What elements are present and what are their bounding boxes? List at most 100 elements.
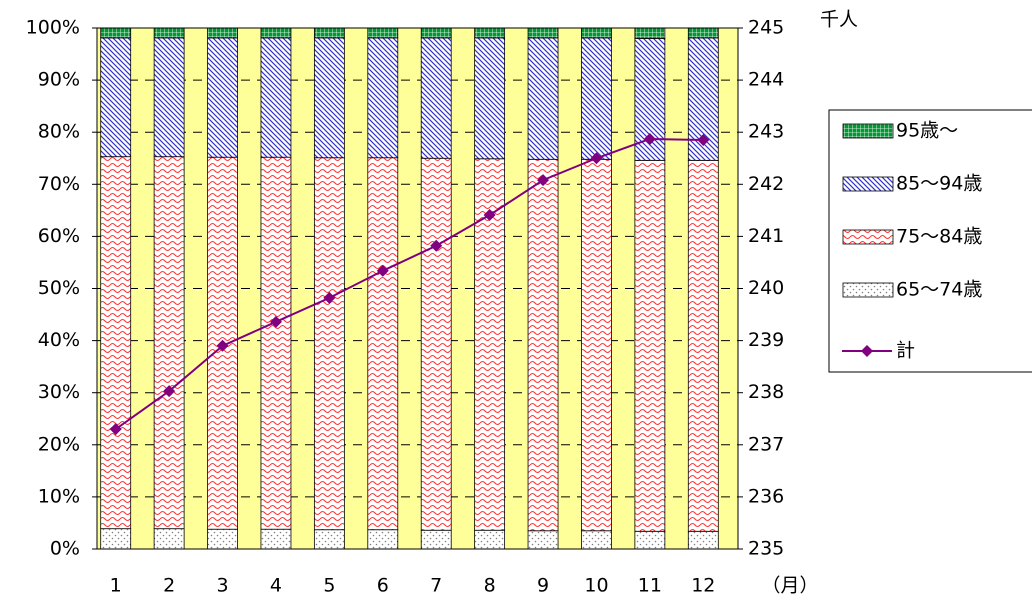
bar-segment bbox=[313, 529, 345, 550]
bar-segment bbox=[367, 37, 399, 159]
bar-segment bbox=[581, 27, 612, 39]
bar-segment bbox=[313, 37, 345, 159]
bar-segment bbox=[153, 37, 185, 158]
y-tick-label: 30% bbox=[38, 381, 80, 403]
bar-segment bbox=[474, 529, 506, 550]
line-marker bbox=[163, 385, 176, 398]
line-marker bbox=[323, 291, 336, 304]
bar-segment bbox=[581, 37, 612, 160]
bar-segment bbox=[153, 27, 185, 39]
line-series bbox=[115, 137, 704, 430]
y-tick-label: 0% bbox=[50, 538, 80, 560]
y2-tick-label: 238 bbox=[748, 381, 784, 403]
bar-segment bbox=[100, 37, 132, 158]
x-tick-label: 1 bbox=[110, 575, 122, 597]
bar-segment bbox=[420, 37, 452, 159]
legend-label: 85～94歳 bbox=[896, 173, 982, 195]
line-marker bbox=[430, 239, 443, 252]
x-tick-label: 6 bbox=[377, 575, 389, 597]
line-marker bbox=[643, 132, 656, 145]
legend-label: 95歳～ bbox=[896, 120, 958, 142]
x-tick-label: 2 bbox=[163, 575, 175, 597]
x-tick-label: 10 bbox=[584, 575, 608, 597]
y-tick-label: 10% bbox=[38, 485, 80, 507]
bar-segment bbox=[634, 530, 666, 550]
bar-segment bbox=[100, 156, 132, 530]
y2-tick-label: 235 bbox=[748, 538, 784, 560]
x-tick-label: 7 bbox=[430, 575, 442, 597]
y2-tick-label: 240 bbox=[748, 277, 784, 299]
line-marker bbox=[537, 174, 550, 187]
y-tick-label: 100% bbox=[26, 17, 80, 39]
bar-segment bbox=[313, 157, 345, 531]
bar-segment bbox=[153, 528, 185, 550]
x-tick-label: 8 bbox=[484, 575, 496, 597]
bar-segment bbox=[527, 27, 559, 39]
legend-swatch bbox=[842, 282, 894, 298]
y-tick-label: 20% bbox=[38, 433, 80, 455]
y2-tick-label: 245 bbox=[748, 17, 784, 39]
y-tick-label: 70% bbox=[38, 173, 80, 195]
legend-marker bbox=[861, 345, 873, 357]
bar-segment bbox=[367, 529, 399, 550]
bar-segment bbox=[527, 37, 559, 160]
x-tick-label: 9 bbox=[537, 575, 549, 597]
bar-segment bbox=[420, 529, 452, 550]
bar-segment bbox=[420, 27, 452, 39]
bar-segment bbox=[634, 159, 666, 532]
legend-label: 計 bbox=[896, 340, 915, 362]
legend-swatch bbox=[842, 123, 894, 139]
y-tick-label: 80% bbox=[38, 121, 80, 143]
line-marker bbox=[590, 152, 603, 165]
y2-tick-label: 241 bbox=[748, 225, 784, 247]
y-tick-label: 60% bbox=[38, 225, 80, 247]
x-tick-label: 4 bbox=[270, 575, 282, 597]
x-tick-label: 3 bbox=[216, 575, 228, 597]
line-marker bbox=[216, 339, 229, 352]
y-tick-label: 40% bbox=[38, 329, 80, 351]
bar-segment bbox=[581, 530, 612, 550]
line-marker bbox=[697, 134, 710, 147]
bar-segment bbox=[634, 27, 666, 39]
bar-segment bbox=[367, 157, 399, 531]
y-tick-label: 90% bbox=[38, 69, 80, 91]
bar-segment bbox=[474, 27, 506, 39]
bar-segment bbox=[420, 157, 452, 531]
bar-segment bbox=[527, 530, 559, 550]
bar-segment bbox=[474, 37, 506, 160]
bar-segment bbox=[260, 27, 292, 39]
x-tick-label: 11 bbox=[638, 575, 662, 597]
bar-segment bbox=[687, 530, 719, 550]
bar-segment bbox=[687, 159, 719, 532]
y2-tick-label: 242 bbox=[748, 173, 784, 195]
bar-segment bbox=[100, 528, 132, 550]
bar-segment bbox=[207, 528, 238, 550]
legend-label: 65～74歳 bbox=[896, 279, 982, 301]
legend-swatch bbox=[842, 229, 894, 245]
line-marker bbox=[109, 423, 122, 436]
bar-segment bbox=[527, 158, 559, 532]
y2-tick-label: 237 bbox=[748, 433, 784, 455]
x-tick-label: 5 bbox=[323, 575, 335, 597]
y2-tick-label: 239 bbox=[748, 329, 784, 351]
bar-segment bbox=[207, 37, 238, 158]
y-tick-label: 50% bbox=[38, 277, 80, 299]
line-marker bbox=[376, 264, 389, 277]
bar-segment bbox=[100, 27, 132, 39]
bar-segment bbox=[367, 27, 399, 39]
line-marker bbox=[269, 315, 282, 328]
bar-segment bbox=[260, 37, 292, 158]
y2-unit: 千人 bbox=[820, 9, 858, 31]
bar-segment bbox=[581, 158, 612, 532]
legend-label: 75～84歳 bbox=[896, 226, 982, 248]
plot-border bbox=[96, 27, 739, 550]
bar-segment bbox=[687, 27, 719, 39]
y2-tick-label: 236 bbox=[748, 485, 784, 507]
y2-tick-label: 243 bbox=[748, 121, 784, 143]
bar-segment bbox=[207, 27, 238, 39]
x-unit: （月） bbox=[761, 575, 818, 597]
line-marker bbox=[483, 209, 496, 222]
bar-segment bbox=[260, 528, 292, 550]
bar-segment bbox=[260, 156, 292, 530]
